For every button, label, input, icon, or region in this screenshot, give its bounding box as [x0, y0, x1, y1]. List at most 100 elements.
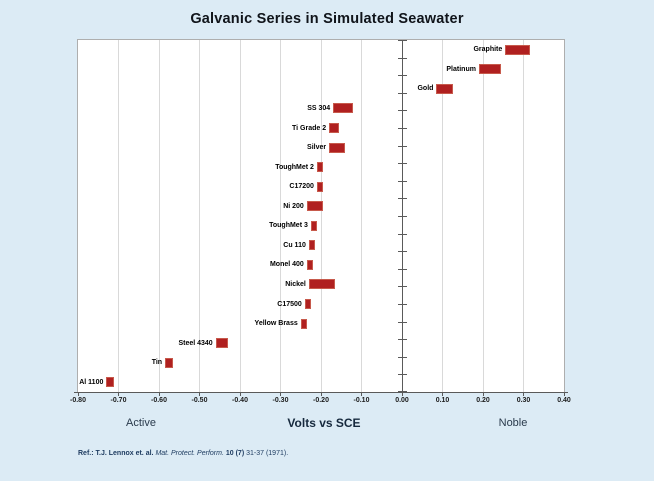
bar-label: Platinum [446, 65, 476, 73]
x-axis-tick-label: -0.20 [313, 397, 329, 404]
x-axis-tick-label: 0.00 [395, 397, 409, 404]
zero-axis-tick [397, 110, 407, 112]
gridline [482, 40, 484, 392]
range-bar [304, 299, 311, 309]
x-axis-tick-label: 0.30 [516, 397, 531, 404]
x-axis-tick-label: 0.40 [557, 397, 571, 404]
x-axis-tick [482, 392, 484, 396]
x-axis-tick-label: -0.70 [110, 397, 127, 404]
range-bar [215, 338, 228, 349]
zero-axis-tick [397, 92, 407, 94]
x-axis-tick [199, 392, 200, 396]
bar-label: Silver [307, 144, 327, 152]
reference-text: Ref.: T.J. Lennox et. al. Mat. Protect. … [78, 450, 288, 457]
x-axis-tick [77, 392, 79, 396]
zero-axis-tick [397, 251, 407, 253]
range-bar [436, 83, 453, 94]
reference-prefix: Ref.: [78, 450, 94, 457]
gridline [118, 40, 119, 392]
bar-label: Ti Grade 2 [292, 124, 327, 132]
x-axis-tick [280, 392, 281, 396]
x-axis-tick-label: -0.50 [191, 397, 208, 404]
range-bar [478, 64, 502, 75]
bar-label: ToughMet 2 [275, 163, 314, 171]
gridline [320, 40, 322, 392]
bar-label: Al 1100 [79, 378, 104, 386]
zero-axis-tick [397, 216, 407, 217]
bar-label: Ni 200 [283, 202, 304, 210]
zero-axis-tick [397, 356, 407, 358]
zero-axis-tick [397, 391, 407, 392]
range-bar [329, 123, 340, 133]
x-axis-tick [523, 392, 524, 396]
zero-axis-tick [397, 40, 407, 41]
zero-axis-tick [397, 233, 407, 235]
zero-axis-tick [397, 304, 407, 305]
range-bar [316, 181, 323, 192]
x-axis-tick [239, 392, 241, 396]
bar-label: C17200 [289, 183, 314, 191]
gridline [199, 40, 200, 392]
zero-axis-tick [397, 321, 407, 323]
x-axis-tick [118, 392, 119, 396]
gridline [158, 40, 160, 392]
range-bar [316, 162, 323, 173]
x-axis-tick-label: 0.20 [476, 397, 490, 404]
range-bar [505, 44, 530, 55]
zero-axis-tick [397, 75, 407, 77]
gridline [239, 40, 241, 392]
zero-axis-tick [397, 268, 407, 270]
range-bar [300, 318, 307, 329]
bar-label: Yellow Brass [254, 320, 298, 328]
bar-label: SS 304 [307, 104, 331, 112]
bar-label: Nickel [285, 280, 306, 288]
x-axis-tick-label: 0.10 [435, 397, 450, 404]
range-bar [106, 377, 115, 388]
range-bar [308, 279, 336, 290]
gridline [523, 40, 524, 392]
zero-axis-tick [397, 128, 407, 129]
zero-axis-tick [397, 339, 407, 341]
range-bar [333, 103, 354, 114]
reference-journal: Mat. Protect. Perform. [155, 450, 224, 457]
range-bar [306, 201, 323, 212]
axis-caption-volts-vs-sce: Volts vs SCE [287, 416, 361, 430]
x-axis-tick [401, 392, 403, 396]
zero-axis-tick [397, 286, 407, 288]
x-axis-tick-label: -0.60 [151, 397, 167, 404]
reference-pages: 31-37 (1971). [246, 450, 289, 457]
bar-label: C17500 [277, 300, 302, 308]
bar-label: Monel 400 [269, 261, 304, 269]
x-axis-tick [320, 392, 322, 396]
bar-label: Graphite [473, 46, 503, 54]
axis-caption-noble: Noble [498, 417, 528, 429]
bar-label: Tin [151, 359, 163, 367]
plot-area: Graphite Platinum Gold SS 304 Ti Grade 2 Silv… [77, 39, 565, 393]
bar-label: Steel 4340 [178, 339, 213, 347]
range-bar [165, 357, 174, 368]
gridline [280, 40, 281, 392]
chart-title: Galvanic Series in Simulated Seawater [190, 11, 464, 27]
range-bar [329, 142, 346, 153]
reference-authors: T.J. Lennox et. al. [95, 450, 154, 457]
zero-axis-tick [397, 198, 407, 200]
x-axis-tick [442, 392, 443, 396]
zero-axis-tick [397, 374, 407, 376]
x-axis-tick-label: -0.80 [70, 397, 86, 404]
x-axis-tick-label: -0.10 [353, 397, 370, 404]
zero-axis-tick [397, 145, 407, 147]
range-bar [308, 240, 315, 251]
axis-caption-active: Active [126, 417, 156, 429]
bar-label: Gold [417, 85, 434, 93]
zero-axis-tick [397, 163, 407, 165]
x-axis-tick [158, 392, 160, 396]
x-axis-tick [563, 392, 565, 396]
zero-axis-tick [397, 57, 407, 59]
bar-label: Cu 110 [283, 241, 306, 249]
gridline [361, 40, 362, 392]
range-bar [306, 259, 313, 270]
reference-volume: 10 (7) [225, 450, 245, 457]
x-axis-tick-label: -0.40 [232, 397, 248, 404]
x-axis-tick-label: -0.30 [272, 397, 289, 404]
